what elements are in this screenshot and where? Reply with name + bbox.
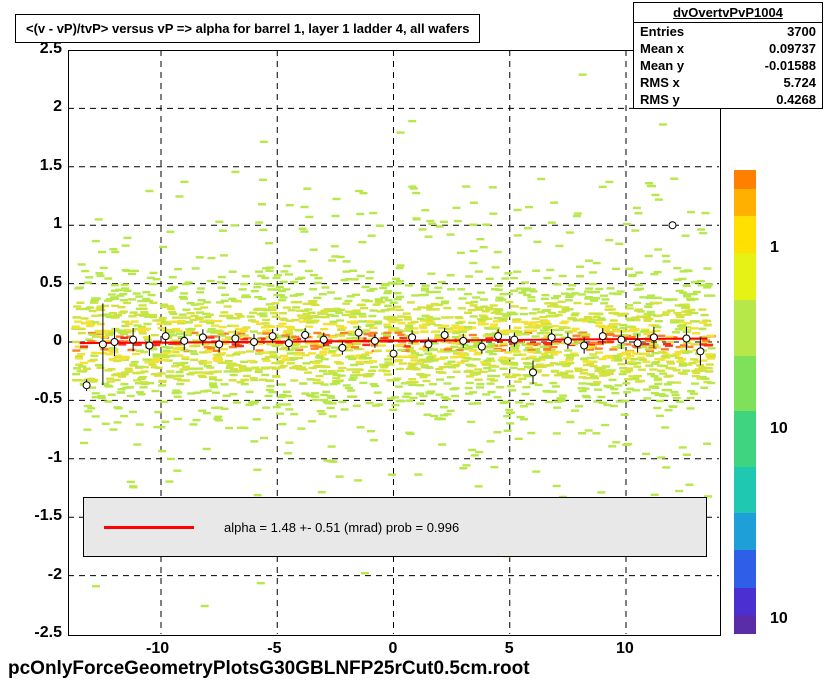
x-tick-label: -10 xyxy=(146,640,169,658)
colorbar-tick-label: 10 xyxy=(770,420,788,438)
chart-title-box: <(v - vP)/tvP> versus vP => alpha for ba… xyxy=(15,14,480,43)
colorbar-segment xyxy=(734,216,756,253)
y-tick-label: -1 xyxy=(48,449,62,467)
colorbar-tick-label: 1 xyxy=(770,239,779,257)
stats-label: RMS y xyxy=(640,92,680,107)
y-tick-label: 2 xyxy=(53,98,62,116)
y-tick-label: -0.5 xyxy=(34,390,62,408)
stats-value: 0.09737 xyxy=(769,41,816,56)
colorbar-segment xyxy=(734,615,756,634)
y-tick-label: -2.5 xyxy=(34,624,62,642)
footer-filename: pcOnlyForceGeometryPlotsG30GBLNFP25rCut0… xyxy=(8,658,530,680)
fit-legend-box: alpha = 1.48 +- 0.51 (mrad) prob = 0.996 xyxy=(83,497,707,557)
colorbar-segment xyxy=(734,467,756,513)
y-tick-label: 0 xyxy=(53,332,62,350)
chart-title: <(v - vP)/tvP> versus vP => alpha for ba… xyxy=(26,21,469,36)
stats-title: dvOvertvPvP1004 xyxy=(634,3,822,23)
stats-row: Entries 3700 xyxy=(634,23,822,40)
colorbar-segment xyxy=(734,356,756,412)
colorbar-tick-label: 10 xyxy=(770,610,788,628)
colorbar-segment xyxy=(734,253,756,299)
stats-value: 3700 xyxy=(787,24,816,39)
y-tick-label: 1 xyxy=(53,215,62,233)
y-tick-label: 0.5 xyxy=(40,274,62,292)
stats-row: RMS y 0.4268 xyxy=(634,91,822,108)
stats-box: dvOvertvPvP1004 Entries 3700 Mean x 0.09737… xyxy=(633,2,823,109)
stats-label: Mean y xyxy=(640,58,684,73)
colorbar-segment xyxy=(734,588,756,616)
colorbar-segment xyxy=(734,411,756,467)
colorbar-segment xyxy=(734,513,756,550)
stats-row: RMS x 5.724 xyxy=(634,74,822,91)
y-tick-label: -2 xyxy=(48,566,62,584)
stats-value: 0.4268 xyxy=(776,92,816,107)
stats-row: Mean y -0.01588 xyxy=(634,57,822,74)
fit-legend-text: alpha = 1.48 +- 0.51 (mrad) prob = 0.996 xyxy=(224,520,459,535)
stats-value: 5.724 xyxy=(783,75,816,90)
x-tick-label: 5 xyxy=(505,640,514,658)
x-tick-label: 10 xyxy=(616,640,634,658)
stats-row: Mean x 0.09737 xyxy=(634,40,822,57)
x-tick-label: -5 xyxy=(267,640,281,658)
colorbar-segment xyxy=(734,170,756,189)
stats-label: Entries xyxy=(640,24,684,39)
y-tick-label: 1.5 xyxy=(40,157,62,175)
stats-label: Mean x xyxy=(640,41,684,56)
colorbar-segment xyxy=(734,300,756,356)
fit-legend-line xyxy=(104,526,194,529)
y-tick-label: 2.5 xyxy=(40,40,62,58)
stats-label: RMS x xyxy=(640,75,680,90)
colorbar-segment xyxy=(734,550,756,587)
x-tick-label: 0 xyxy=(389,640,398,658)
stats-value: -0.01588 xyxy=(765,58,816,73)
colorbar xyxy=(734,170,756,634)
colorbar-segment xyxy=(734,189,756,217)
y-tick-label: -1.5 xyxy=(34,507,62,525)
